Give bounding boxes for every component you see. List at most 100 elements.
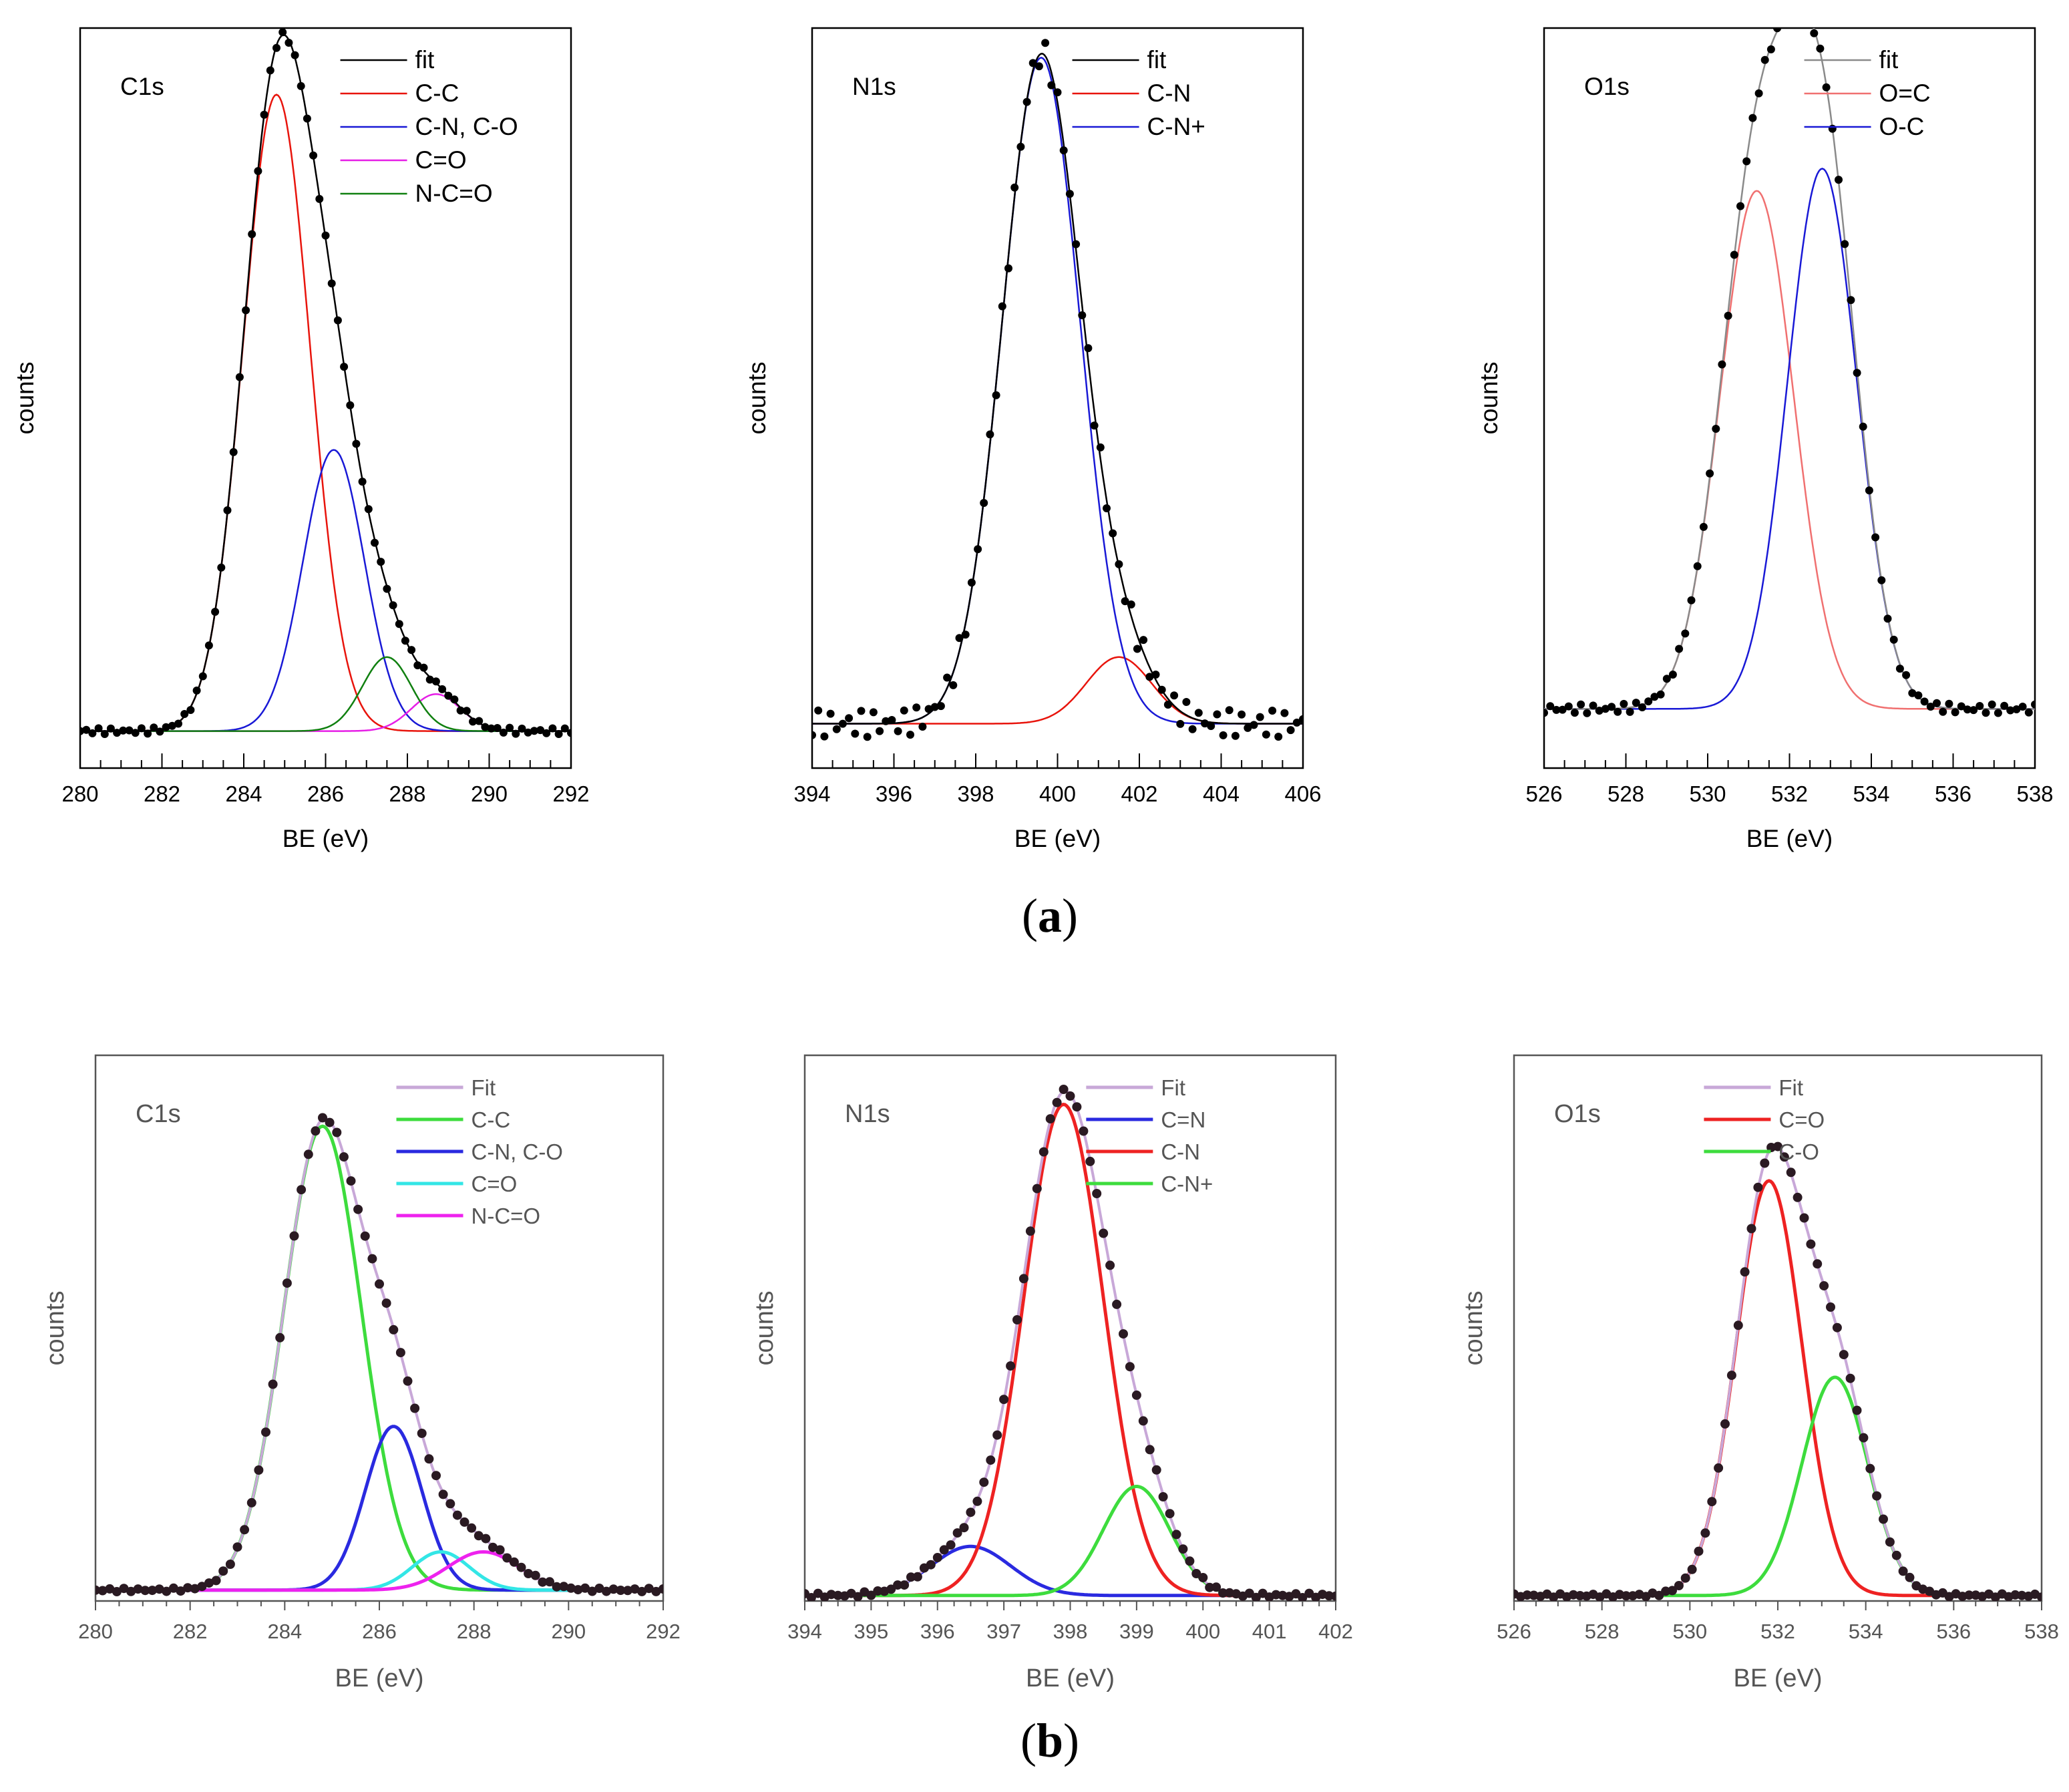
chart-a-o1s-data-point (1577, 700, 1585, 709)
chart-a-c1s-data-point (425, 675, 434, 684)
chart-a-c1s-data-point (419, 663, 428, 672)
chart-b-c1s-data-point (240, 1525, 250, 1535)
chart-a-o1s-data-point (1822, 83, 1831, 92)
chart-b-o1s-data-point (1839, 1350, 1849, 1360)
chart-b-c1s-data-point (602, 1586, 611, 1596)
chart-b-o1s-data-point (1779, 1152, 1789, 1162)
chart-a-n1s-data-point (906, 731, 914, 739)
chart-a-n1s-data-point (888, 716, 896, 724)
chart-a-n1s-data-point (1268, 707, 1277, 715)
chart-b-n1s-data-point (1112, 1299, 1122, 1309)
chart-b-c1s-data-point (211, 1576, 221, 1586)
chart-b-n1s-data-point (952, 1528, 962, 1538)
chart-a-n1s-legend: fit C-N C-N+ (1072, 46, 1205, 140)
chart-a-c1s-data-point (475, 717, 484, 725)
chart-b-n1s-legend-label-c-n: C-N+ (1161, 1172, 1213, 1196)
chart-a-o1s-data-point (1748, 114, 1757, 122)
chart-b-c1s-data-point (452, 1510, 462, 1520)
chart-b-c1s-data-point (395, 1348, 405, 1358)
chart-a-c1s-data-point (333, 316, 342, 325)
chart-a-o1s-data-point (1589, 701, 1597, 710)
chart-a-o1s-data-point (1730, 250, 1738, 259)
chart-a-n1s-data-point (967, 578, 976, 587)
chart-b-c1s-data-point (630, 1584, 640, 1594)
chart-a-n1s-data-point (1286, 726, 1295, 735)
chart-b-n1s-data-point (1099, 1228, 1109, 1238)
chart-a-c1s-data-point (383, 584, 391, 593)
chart-a-n1s-data-point (912, 703, 921, 712)
chart-a-c1s-data-point (456, 706, 465, 715)
chart-b-c1s-data-point (98, 1586, 108, 1596)
chart-b-o1s-data-point (1964, 1590, 1974, 1600)
chart-b-c1s-data-point (246, 1497, 256, 1507)
chart-a-n1s-data-point (882, 717, 890, 725)
chart-b-c1s-data-point (346, 1176, 356, 1186)
chart-b-c1s-legend-label-fit: Fit (472, 1075, 496, 1100)
chart-a-n1s-xtick-label: 394 (793, 781, 830, 806)
chart-a-n1s-data-point (1034, 62, 1043, 71)
chart-b-c1s-data-point (644, 1584, 654, 1594)
chart-a-n1s-data-point (1299, 715, 1303, 723)
chart-a-c1s-data-point (524, 728, 532, 737)
chart-b-n1s-data-point (999, 1395, 1009, 1405)
chart-b-c1s-series-c-c (96, 1124, 663, 1592)
chart-b-c1s-data-point (417, 1429, 427, 1438)
chart-b-c1s-data-point (332, 1127, 342, 1137)
chart-a-o1s-xtick-label: 538 (2016, 781, 2053, 806)
chart-a-n1s-frame (811, 27, 1304, 769)
chart-a-o1s-data-point (1544, 709, 1548, 717)
chart-a-o1s-plot-area (1544, 28, 2035, 717)
chart-a-c1s-data-point (186, 706, 195, 714)
chart-b-c1s-xtick-label: 292 (646, 1620, 681, 1643)
chart-b-o1s-series-fit (1514, 1144, 2042, 1597)
chart-a-o1s-data-point (2000, 701, 2009, 710)
chart-b-o1s-legend: Fit C=O C-O (1704, 1075, 1825, 1164)
chart-a-n1s-data-point (1022, 98, 1031, 106)
chart-b-o1s-data-point (1674, 1581, 1684, 1590)
chart-a-n1s-data-point (1163, 701, 1172, 709)
chart-a-n1s-data-point (1219, 731, 1228, 739)
chart-b-o1s-data-point (1885, 1537, 1895, 1547)
chart-b-c1s-data-point (275, 1332, 285, 1342)
chart-a-c1s-data-point (413, 661, 422, 670)
chart-b-o1s-data-point (1879, 1514, 1888, 1524)
chart-a-o1s-xtick-label: 536 (1935, 781, 1971, 806)
chart-a-o1s-data-point (1712, 425, 1720, 433)
chart-b-o1s-data-point (1872, 1491, 1882, 1501)
chart-a-n1s-data-point (1041, 39, 1050, 47)
chart-b-n1s-data-point (1178, 1544, 1188, 1554)
chart-b-c1s-xtick-label: 280 (78, 1620, 113, 1643)
chart-b-n1s-legend: Fit C=N C-N C-N+ (1086, 1075, 1213, 1196)
chart-b-c1s-data-point (559, 1582, 569, 1592)
chart-b-n1s-xtick-label: 402 (1318, 1620, 1353, 1643)
chart-b-o1s-panel-label: O1s (1554, 1100, 1601, 1128)
chart-a-o1s-xlabel: BE (eV) (1746, 825, 1833, 852)
chart-a-n1s-data-point (1010, 183, 1019, 192)
chart-b-n1s-data-point (1244, 1588, 1254, 1598)
chart-a-o1s-data-point (1988, 700, 1996, 709)
chart-a-o1s-data-point (1828, 124, 1837, 133)
chart-a-o1s-panel-label: O1s (1584, 73, 1630, 100)
caption-a-letter: a (1038, 889, 1062, 942)
chart-b-o1s-data-point (1522, 1590, 1532, 1600)
chart-b-n1s-xtick-label: 395 (854, 1620, 889, 1643)
chart-a-c1s-data-point (100, 730, 109, 738)
chart-b-n1s-data-point (900, 1580, 910, 1590)
chart-b-o1s-series-c-o (1514, 1375, 2042, 1598)
chart-b-n1s-data-point (906, 1572, 916, 1582)
chart-a-n1s-panel-label: N1s (852, 73, 896, 100)
chart-a-n1s-data-point (1280, 709, 1289, 717)
chart-b-n1s-data-point (1145, 1445, 1155, 1455)
chart-b-c1s-data-point (353, 1204, 363, 1214)
chart-b-c1s-data-point (325, 1117, 335, 1127)
chart-b-o1s-data-point (1700, 1528, 1710, 1538)
chart-a-c1s-data-point (371, 538, 379, 547)
chart-b-n1s-panel-label: N1s (845, 1100, 890, 1128)
chart-b-o1s-data-point (1668, 1586, 1677, 1596)
chart-a-c1s-data-point (192, 686, 201, 695)
chart-a-o1s-data-point (1706, 469, 1714, 478)
chart-b-c1s-data-point (119, 1584, 129, 1594)
chart-a-c1s-data-point (506, 723, 514, 732)
chart-b-o1s-data-point (1806, 1239, 1816, 1249)
